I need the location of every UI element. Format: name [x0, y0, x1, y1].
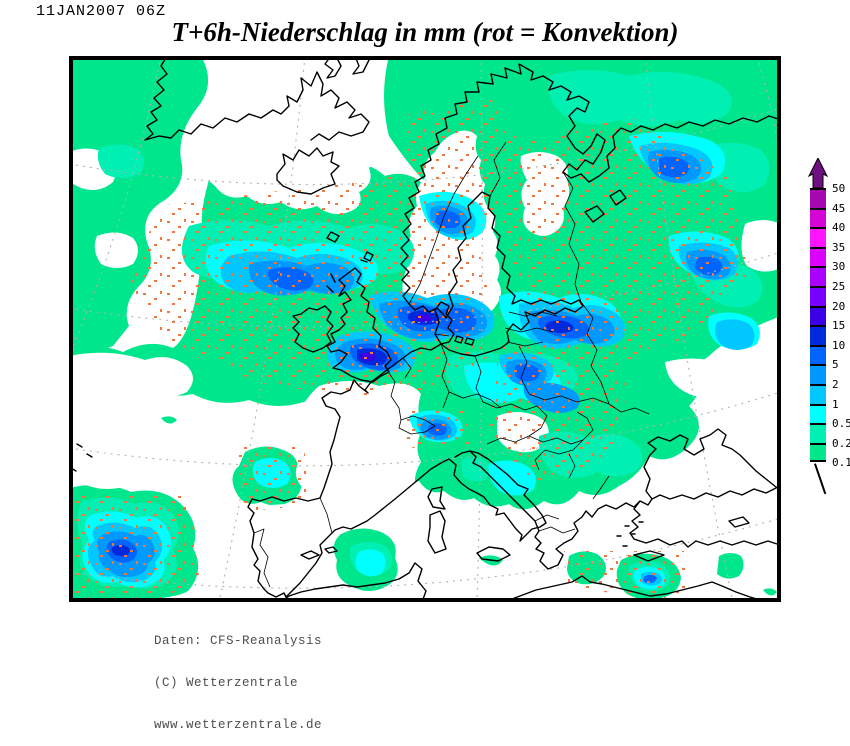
continental-coast [247, 343, 547, 598]
north-africa-coast [280, 562, 427, 602]
legend-label: 35 [832, 240, 846, 254]
country-borders [253, 141, 650, 588]
attribution: Daten: CFS-Reanalysis (C) Wetterzentrale… [154, 606, 322, 746]
legend-segment [810, 403, 826, 424]
legend-segment [810, 188, 826, 208]
ireland-coast [292, 305, 334, 353]
iceland-coast [276, 147, 340, 195]
sardinia [427, 510, 447, 554]
legend-label: 45 [832, 201, 846, 215]
uk-coast [326, 259, 392, 383]
legend-label: 1 [832, 397, 839, 411]
website-line: www.wetterzentrale.de [154, 718, 323, 732]
legend-label: 0.2 [832, 436, 850, 450]
legend-tail-line [814, 463, 827, 495]
black-sea-coast [643, 428, 781, 500]
lake-ladoga [584, 189, 627, 223]
legend-label: 40 [832, 221, 846, 235]
legend-segment [810, 227, 826, 247]
legend-segment [810, 383, 826, 404]
greenland-coast [144, 56, 370, 141]
sicily [476, 546, 511, 562]
legend-arrow-svg [807, 158, 829, 188]
denmark-coast [434, 301, 475, 346]
coastlines [70, 56, 781, 602]
faroe-islands [326, 231, 374, 262]
weather-map [69, 56, 781, 602]
adriatic-balkan-coast [469, 450, 653, 570]
legend-label: 15 [832, 319, 846, 333]
legend-segment [810, 364, 826, 384]
legend-arrow [807, 158, 829, 188]
libya-egypt-coast [503, 575, 765, 602]
legend-label: 20 [832, 299, 846, 313]
turkey-west-south-coast [629, 500, 781, 548]
legend-bar [810, 188, 826, 463]
legend-segment [810, 325, 826, 345]
legend-segment [810, 246, 826, 267]
cyprus [728, 516, 750, 528]
legend-label: 0.5 [832, 417, 850, 431]
legend-label: 50 [832, 182, 846, 195]
legend-segment [810, 285, 826, 306]
graticule [69, 56, 781, 602]
legend-label: 2 [832, 378, 839, 391]
legend-segment [810, 344, 826, 365]
map-canvas [69, 56, 781, 602]
aegean-islands [616, 521, 644, 547]
legend-segment [810, 442, 826, 463]
legend-label: 0.1 [832, 456, 850, 470]
baltic-coast [408, 191, 584, 357]
turkey-north-coast [651, 486, 779, 500]
legend-segment [810, 266, 826, 286]
corsica [427, 486, 446, 510]
map-title: T+6h-Niederschlag in mm (rot = Konvektio… [171, 17, 679, 47]
legend-segment [810, 207, 826, 228]
map-frame [69, 56, 781, 602]
data-source-line: Daten: CFS-Reanalysis [154, 634, 323, 648]
legend-segment [810, 423, 826, 443]
run-datetime: 11JAN2007 06Z [36, 3, 167, 20]
balearics [300, 546, 338, 560]
greenland-ne-coast [324, 56, 370, 79]
convection-speckles [69, 96, 749, 602]
legend-segment [810, 305, 826, 326]
legend-label: 30 [832, 260, 846, 274]
legend-label: 5 [832, 358, 839, 372]
legend: 50 45 40 35 30 25 20 15 10 5 2 1 0.5 0.2 0.1 [806, 158, 850, 518]
crete [633, 550, 665, 562]
copyright-line: (C) Wetterzentrale [154, 676, 299, 690]
legend-label: 25 [832, 280, 846, 293]
scandinavia-arctic-coast [400, 63, 781, 305]
legend-label: 10 [832, 338, 846, 352]
